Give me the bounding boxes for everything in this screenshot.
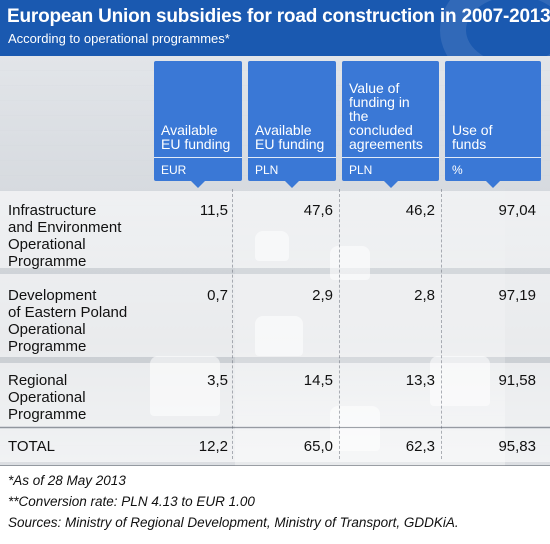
column-divider	[232, 189, 233, 459]
table-cell: 65,0	[303, 438, 333, 455]
header-pointer	[383, 181, 398, 188]
header-pointer	[486, 181, 500, 188]
column-header-unit: PLN	[342, 157, 439, 181]
chart-title: European Union subsidies for road constr…	[7, 6, 550, 27]
column-header-unit: %	[445, 157, 541, 181]
table-cell: 97,19	[498, 287, 536, 304]
table-cell: 14,5	[303, 372, 333, 389]
row-separator	[0, 465, 550, 466]
column-header-unit: EUR	[154, 157, 242, 181]
row-separator	[0, 427, 550, 428]
table-cell: 13,3	[405, 372, 435, 389]
table-cell: 95,83	[498, 438, 536, 455]
data-table: Available EU funding EUR Available EU fund…	[0, 56, 550, 466]
header-pointer	[285, 181, 299, 188]
decorative-arc	[440, 0, 550, 56]
column-divider	[441, 189, 442, 459]
table-cell: 2,8	[414, 287, 435, 304]
row-band	[0, 191, 550, 268]
column-header-concluded-agreements: Value of funding in the concluded agreements…	[342, 61, 439, 188]
footnote-date: *As of 28 May 2013	[8, 473, 126, 488]
row-band	[0, 363, 550, 426]
table-cell: 91,58	[498, 372, 536, 389]
table-cell: 97,04	[498, 202, 536, 219]
table-cell: 0,7	[207, 287, 228, 304]
row-label: Infrastructure and Environment Operation…	[8, 202, 122, 270]
column-header-eu-funding-pln: Available EU funding PLN	[248, 61, 336, 188]
row-label: Development of Eastern Poland Operationa…	[8, 287, 128, 355]
header-pointer	[191, 181, 205, 188]
footnotes: *As of 28 May 2013 **Conversion rate: PL…	[0, 466, 550, 544]
footnote-conversion: **Conversion rate: PLN 4.13 to EUR 1.00	[8, 494, 255, 509]
chart-subtitle: According to operational programmes*	[8, 31, 230, 46]
column-header-label: Value of funding in the concluded agreements	[349, 80, 423, 152]
column-header-eu-funding-eur: Available EU funding EUR	[154, 61, 242, 188]
column-header-unit: PLN	[248, 157, 336, 181]
row-label: TOTAL	[8, 438, 55, 455]
title-bar: European Union subsidies for road constr…	[0, 0, 550, 56]
row-band	[0, 274, 550, 357]
row-label: Regional Operational Programme	[8, 372, 87, 423]
table-cell: 62,3	[405, 438, 435, 455]
column-header-label: Use of funds	[452, 122, 493, 152]
row-band	[0, 429, 550, 462]
column-divider	[339, 189, 340, 459]
table-cell: 46,2	[405, 202, 435, 219]
table-cell: 47,6	[303, 202, 333, 219]
footnote-sources: Sources: Ministry of Regional Developmen…	[8, 515, 459, 530]
table-cell: 2,9	[312, 287, 333, 304]
column-header-label: Available EU funding	[255, 122, 325, 152]
column-header-label: Available EU funding	[161, 122, 231, 152]
table-cell: 12,2	[198, 438, 228, 455]
table-cell: 3,5	[207, 372, 228, 389]
table-cell: 11,5	[199, 202, 228, 219]
column-header-use-of-funds: Use of funds %	[445, 61, 541, 188]
